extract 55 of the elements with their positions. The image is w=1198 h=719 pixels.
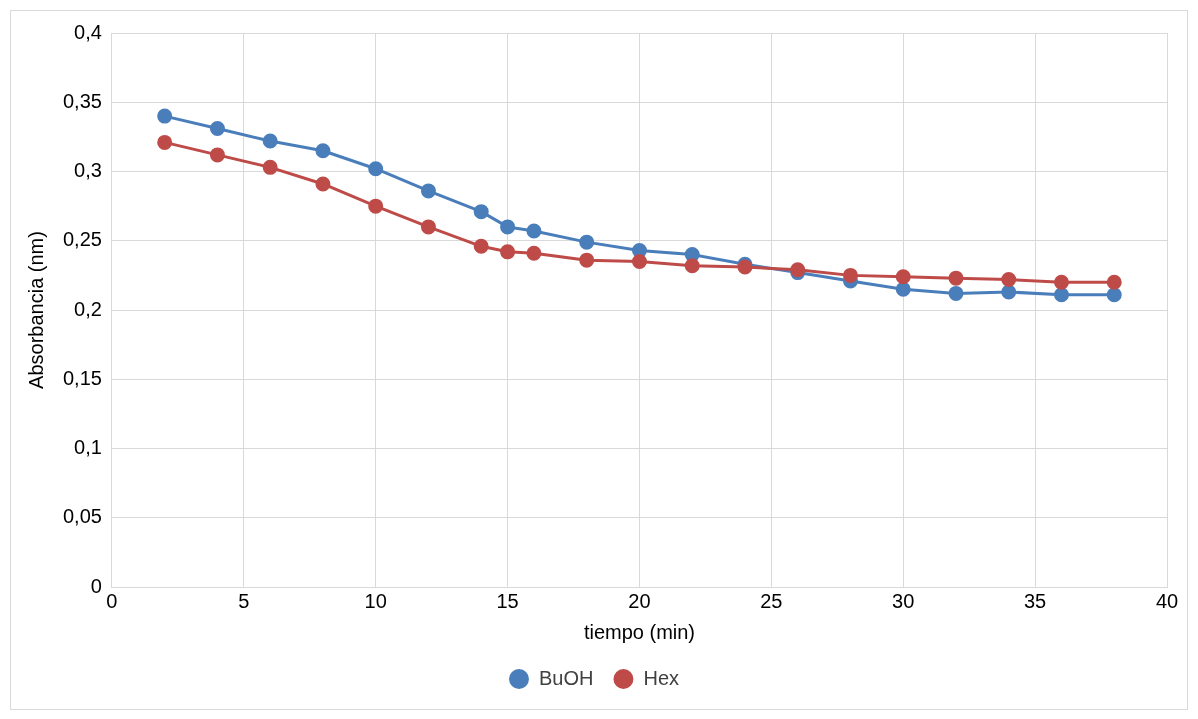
point [1001, 284, 1017, 300]
point [526, 245, 542, 261]
point [368, 198, 384, 214]
y-tick-label: 0,25 [62, 228, 102, 251]
x-tick-label: 35 [1023, 589, 1047, 612]
x-tick-label: 15 [496, 589, 519, 612]
point [262, 159, 278, 175]
point [1053, 287, 1069, 303]
x-tick-label: 30 [892, 589, 915, 612]
x-tick-label: 5 [238, 589, 250, 612]
legend-label: BuOH [538, 666, 594, 689]
point [631, 254, 647, 270]
x-tick-label: 20 [628, 589, 651, 612]
y-tick-label: 0,15 [62, 366, 102, 389]
y-tick-label: 0,3 [74, 159, 102, 182]
x-tick-label: 25 [760, 589, 783, 612]
point [473, 238, 489, 254]
point [209, 147, 225, 163]
y-tick-label: 0,2 [74, 297, 102, 320]
y-tick-label: 0 [90, 574, 102, 597]
point [1053, 274, 1069, 290]
point [315, 176, 331, 192]
point [579, 234, 595, 250]
point [500, 219, 516, 235]
x-tick-label: 40 [1155, 589, 1179, 612]
y-tick-label: 0,1 [74, 436, 102, 459]
point [500, 244, 516, 260]
point [1106, 274, 1122, 290]
point [1001, 272, 1017, 288]
point [895, 281, 911, 297]
point [262, 133, 278, 149]
point [948, 270, 964, 286]
point [895, 269, 911, 285]
point [420, 183, 436, 199]
point [579, 252, 595, 268]
point [209, 121, 225, 137]
legend-label: Hex [643, 666, 680, 689]
y-tick-label: 0,05 [62, 505, 102, 528]
y-axis-title: Absorbancia (nm) [24, 231, 47, 389]
point [315, 143, 331, 159]
point [368, 161, 384, 177]
point [684, 258, 700, 274]
x-axis-title: tiempo (min) [583, 620, 696, 643]
point [842, 267, 858, 283]
point [526, 223, 542, 239]
x-tick-label: 0 [106, 589, 118, 612]
point [1106, 287, 1122, 303]
point [157, 108, 173, 124]
point [948, 285, 964, 301]
point [420, 219, 436, 235]
x-tick-label: 10 [364, 589, 387, 612]
point [157, 134, 173, 150]
point [473, 204, 489, 220]
y-tick-label: 0,4 [74, 20, 102, 43]
y-tick-label: 0,35 [62, 89, 102, 112]
